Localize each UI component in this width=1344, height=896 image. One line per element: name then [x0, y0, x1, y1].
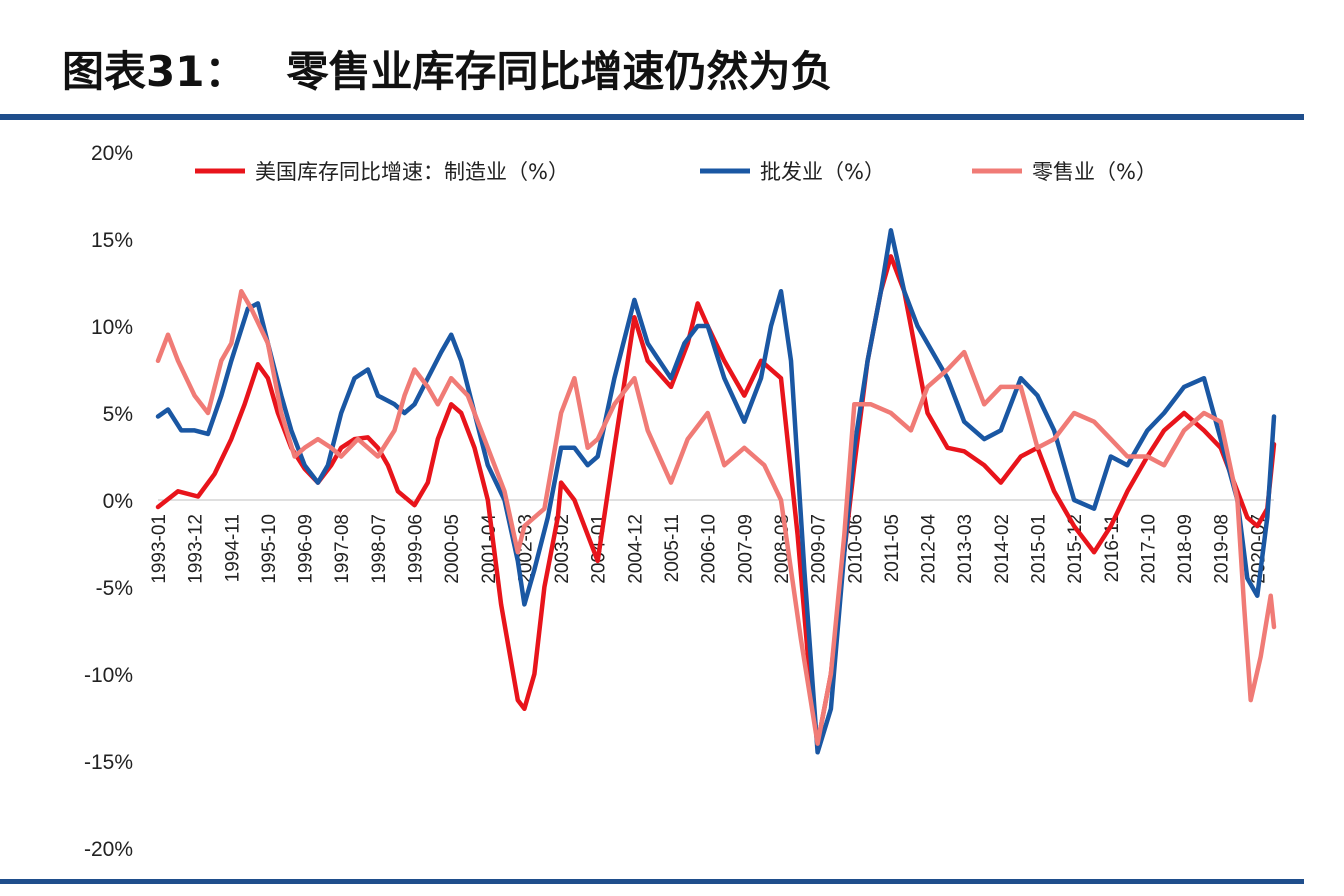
- x-tick-label: 2019-08: [1212, 514, 1233, 584]
- legend-label-1: 批发业（%）: [760, 160, 885, 184]
- y-tick-label: -10%: [84, 664, 133, 687]
- y-tick-label: -20%: [84, 838, 133, 861]
- x-tick-label: 2009-07: [809, 514, 830, 584]
- x-tick-label: 2017-10: [1138, 514, 1159, 584]
- y-tick-label: -15%: [84, 751, 133, 774]
- x-tick-label: 2018-09: [1175, 514, 1196, 584]
- figure-label: 图表31：: [62, 47, 247, 96]
- x-tick-label: 2014-02: [992, 514, 1013, 584]
- x-tick-label: 2012-04: [919, 514, 940, 584]
- x-tick-label: 2015-01: [1028, 514, 1049, 584]
- bottom-rule: [0, 879, 1304, 884]
- x-tick-label: 1993-12: [186, 514, 207, 584]
- y-tick-label: 10%: [91, 316, 133, 339]
- x-tick-label: 1997-08: [332, 514, 353, 584]
- series-line-1: [155, 228, 1277, 755]
- x-tick-label: 2010-06: [845, 514, 866, 584]
- x-tick-label: 1994-11: [222, 514, 243, 582]
- x-tick-label: 1993-01: [149, 514, 170, 584]
- x-tick-label: 1999-06: [406, 514, 427, 584]
- x-tick-label: 2000-05: [442, 514, 463, 584]
- x-tick-label: 2013-03: [955, 514, 976, 584]
- y-tick-label: 5%: [103, 403, 133, 426]
- x-tick-label: 1998-07: [369, 514, 390, 584]
- y-tick-label: -5%: [96, 577, 133, 600]
- legend-label-2: 零售业（%）: [1032, 160, 1157, 184]
- series-line-0: [155, 254, 1277, 746]
- x-tick-label: 1995-10: [259, 514, 280, 584]
- x-tick-label: 2005-11: [662, 514, 683, 582]
- x-tick-label: 1996-09: [296, 514, 317, 584]
- top-rule: [0, 114, 1304, 120]
- series-line-2: [155, 288, 1277, 746]
- x-tick-label: 2006-10: [699, 514, 720, 584]
- x-tick-label: 2007-09: [735, 514, 756, 584]
- y-tick-label: 0%: [103, 490, 133, 513]
- y-tick-label: 15%: [91, 229, 133, 252]
- figure-title-text: 零售业库存同比增速仍然为负: [286, 47, 833, 96]
- x-tick-label: 2011-05: [882, 514, 903, 582]
- legend-label-0: 美国库存同比增速：制造业（%）: [255, 160, 569, 184]
- y-tick-label: 20%: [91, 142, 133, 165]
- x-tick-label: 2004-12: [625, 514, 646, 584]
- figure-title: 图表31： 零售业库存同比增速仍然为负: [62, 40, 832, 104]
